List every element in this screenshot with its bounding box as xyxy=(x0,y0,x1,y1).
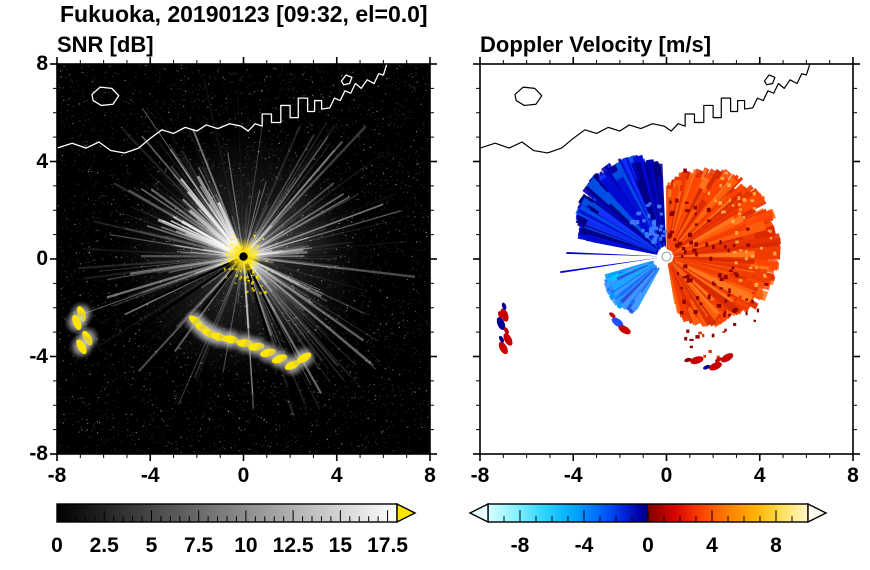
snr-y-tick-label: 4 xyxy=(36,149,48,173)
vel-x-tick-label: 8 xyxy=(847,464,859,487)
vel-x-tick-label: -8 xyxy=(470,464,490,487)
snr-colorbar-tick-label: 7.5 xyxy=(184,534,214,557)
snr-colorbar-tick-label: 5 xyxy=(145,534,158,557)
snr-colorbar-tick-label: 12.5 xyxy=(272,534,314,557)
snr-x-tick-label: -8 xyxy=(47,464,67,487)
figure-title: Fukuoka, 20190123 [09:32, el=0.0] xyxy=(60,1,428,27)
vel-colorbar-tick-label: 0 xyxy=(642,534,654,557)
snr-colorbar-tick-label: 15 xyxy=(328,534,352,557)
snr-colorbar-tick-label: 0 xyxy=(51,534,63,557)
snr-x-tick-label: 8 xyxy=(424,464,436,487)
snr-colorbar xyxy=(56,502,417,524)
snr-y-tick-label: 8 xyxy=(36,52,48,75)
snr-x-tick-label: 0 xyxy=(237,464,250,487)
snr-y-tick-label: 0 xyxy=(36,247,48,270)
snr-map-canvas xyxy=(44,51,443,467)
vel-x-tick-label: -4 xyxy=(563,464,583,487)
snr-y-tick-label: -4 xyxy=(29,344,48,368)
snr-x-tick-label: -4 xyxy=(140,464,160,487)
vel-map-canvas xyxy=(467,51,866,467)
vel-colorbar-tick-label: -4 xyxy=(574,534,594,557)
snr-colorbar-tick-label: 2.5 xyxy=(89,534,119,557)
vel-x-tick-label: 4 xyxy=(753,464,766,487)
vel-x-tick-label: 0 xyxy=(660,464,673,487)
vel-colorbar-tick-label: 8 xyxy=(770,534,782,557)
snr-colorbar-tick-label: 10 xyxy=(234,534,258,557)
vel-colorbar-tick-label: 4 xyxy=(706,534,718,557)
vel-colorbar xyxy=(468,502,828,524)
snr-y-tick-label: -8 xyxy=(29,442,48,465)
vel-colorbar-tick-label: -8 xyxy=(510,534,530,557)
snr-x-tick-label: 4 xyxy=(330,464,343,487)
snr-colorbar-tick-label: 17.5 xyxy=(367,534,408,557)
